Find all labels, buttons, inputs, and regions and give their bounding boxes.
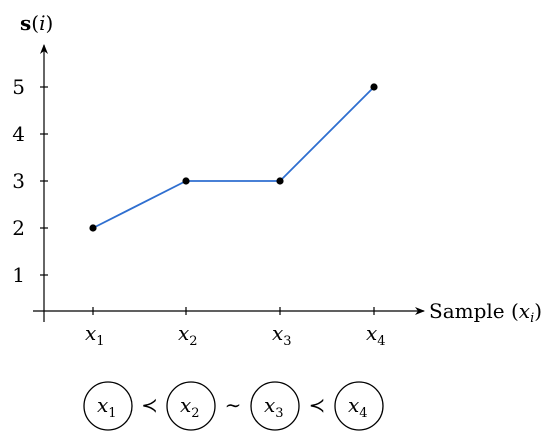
x-tick-label: x3 <box>272 321 292 349</box>
ordering-row: x1 x2 x3 x4≺ ∼ ≺ <box>83 381 384 431</box>
data-point-2 <box>182 177 190 185</box>
ordering-node-sub: 4 <box>359 406 367 421</box>
x-axis-label-close: ) <box>534 299 542 323</box>
ordering-relation: ≺ <box>141 393 158 417</box>
x-tick-sub: 4 <box>377 334 385 349</box>
ordering-node-circle <box>83 381 133 431</box>
y-tick-label: 4 <box>12 122 25 146</box>
ordering-node-circle <box>250 381 300 431</box>
y-tick-label: 2 <box>12 216 25 240</box>
ordering-relation: ∼ <box>225 393 242 417</box>
data-point-1 <box>89 224 97 232</box>
y-axis-label-var: i <box>39 11 45 35</box>
y-axis-label: s(i) <box>20 11 53 35</box>
x-tick-var: x <box>85 321 96 345</box>
ordering-node-var: x <box>264 393 275 417</box>
x-tick-label: x4 <box>366 321 386 349</box>
ordering-node-label: x3 <box>264 393 284 421</box>
y-axis-label-paren-close: ) <box>45 11 53 35</box>
x-tick-label: x2 <box>178 321 198 349</box>
x-tick-sub: 3 <box>283 334 291 349</box>
data-point-4 <box>370 83 378 91</box>
x-tick-var: x <box>178 321 189 345</box>
y-tick-label: 5 <box>12 75 25 99</box>
series-layer <box>89 83 378 232</box>
series-line <box>92 86 375 229</box>
ordering-node-var: x <box>348 393 359 417</box>
x-axis-label-sub: i <box>530 311 534 326</box>
x-tick-sub: 1 <box>96 334 104 349</box>
x-tick-var: x <box>366 321 377 345</box>
x-tick-label: x1 <box>85 321 105 349</box>
y-tick-label: 3 <box>12 169 25 193</box>
x-tick-sub: 2 <box>189 334 197 349</box>
y-axis-label-bold: s <box>20 11 31 35</box>
x-axis-label-text: Sample ( <box>429 299 519 323</box>
y-ticks: 1 2 3 4 5 <box>12 75 48 287</box>
data-point-3 <box>276 177 284 185</box>
y-axis-label-paren-open: ( <box>31 11 39 35</box>
ordering-node-label: x2 <box>180 393 200 421</box>
ordering-node-circle <box>334 381 384 431</box>
x-axis-label: Sample (xi) <box>429 299 542 326</box>
y-tick-label: 1 <box>12 263 25 287</box>
ordering-node-circle <box>166 381 216 431</box>
ordering-node-sub: 1 <box>108 406 116 421</box>
x-axis-label-var: x <box>519 299 530 323</box>
ordering-node-sub: 2 <box>191 406 199 421</box>
ordering-node-label: x1 <box>97 393 117 421</box>
ordering-relation: ≺ <box>309 393 326 417</box>
ordering-node-var: x <box>180 393 191 417</box>
ordering-node-sub: 3 <box>275 406 283 421</box>
x-tick-var: x <box>272 321 283 345</box>
x-ticks: x1 x2 x3 x4 <box>85 307 386 349</box>
ordering-node-label: x4 <box>348 393 368 421</box>
ordering-node-var: x <box>97 393 108 417</box>
